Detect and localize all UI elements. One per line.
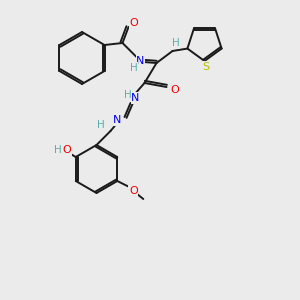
Text: O: O [170,85,179,95]
Text: H: H [54,145,62,155]
Text: N: N [113,115,122,125]
Text: O: O [62,145,71,155]
Text: S: S [202,62,209,72]
Text: N: N [131,93,140,103]
Text: H: H [124,90,131,100]
Text: N: N [136,56,145,66]
Text: H: H [130,63,137,73]
Text: O: O [129,18,138,28]
Text: H: H [172,38,179,48]
Text: H: H [97,120,104,130]
Text: O: O [129,186,138,196]
